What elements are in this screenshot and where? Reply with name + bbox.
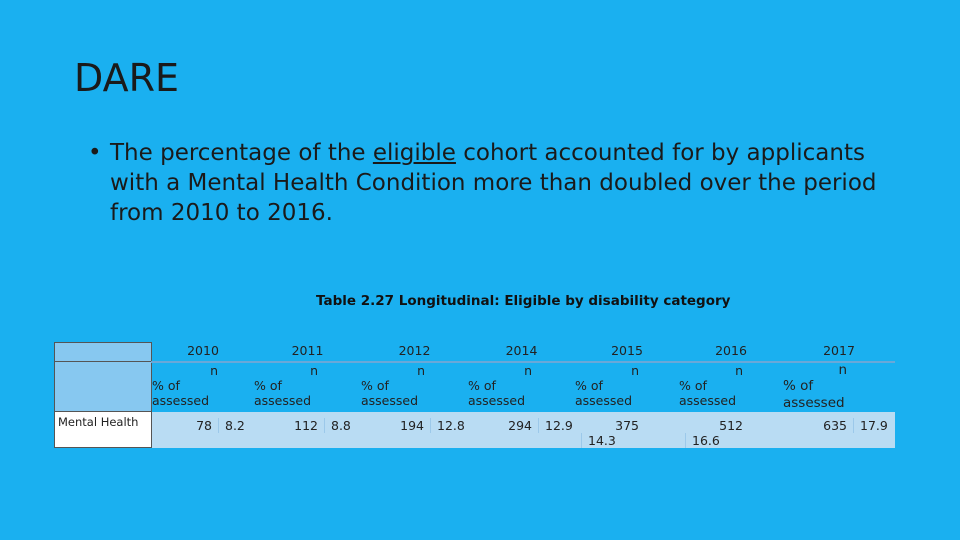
- bullet-text: The percentage of the eligible cohort ac…: [110, 140, 877, 226]
- pct-label: % of assessed: [783, 377, 845, 411]
- cell-2010: 78 8.2: [151, 411, 254, 448]
- subheader-row: n % of assessed n % of assessed n % of a…: [54, 361, 896, 412]
- year-header-2011: 2011: [254, 342, 361, 363]
- year-header-2010: 2010: [151, 342, 254, 363]
- year-header-2016: 2016: [679, 342, 783, 363]
- n-value: 635: [823, 417, 847, 433]
- pct-label: % of assessed: [468, 377, 526, 408]
- subheader-2016: n % of assessed: [679, 362, 783, 412]
- table-row: Mental Health 78 8.2 112 8.8 194 12.8 294 12…: [54, 411, 895, 448]
- subheader-corner-cell: [54, 361, 152, 412]
- pct-label: % of assessed: [679, 377, 737, 408]
- header-corner-cell: [54, 342, 152, 362]
- cell-2012: 194 12.8: [361, 411, 468, 448]
- pct-value: 12.9: [538, 417, 573, 433]
- pct-value: 14.3: [581, 432, 616, 448]
- n-value: 78: [196, 417, 212, 433]
- subheader-2010: n % of assessed: [152, 362, 255, 412]
- cell-2017: 635 17.9: [783, 411, 895, 448]
- subheader-2011: n % of assessed: [254, 362, 361, 412]
- cell-2014: 294 12.9: [468, 411, 575, 448]
- n-value: 512: [719, 417, 743, 433]
- underlined-word: eligible: [372, 140, 456, 166]
- pct-value: 12.8: [430, 417, 465, 433]
- bullet-dot-icon: •: [88, 140, 102, 166]
- cell-2016: 51216.6: [679, 411, 783, 448]
- row-label-mental-health: Mental Health: [54, 411, 152, 448]
- n-label: n: [210, 362, 218, 378]
- year-header-row: 2010 2011 2012 2014 2015 2016 2017: [54, 342, 895, 363]
- subheader-2015: n % of assessed: [575, 362, 679, 412]
- subheader-2014: n % of assessed: [468, 362, 575, 412]
- subheader-2012: n % of assessed: [361, 362, 468, 412]
- year-header-2015: 2015: [575, 342, 679, 363]
- slide-title: DARE: [74, 56, 180, 100]
- pct-value: 8.8: [324, 417, 351, 433]
- eligibility-table: 2010 2011 2012 2014 2015 2016 2017 n % o…: [54, 342, 895, 448]
- pct-label: % of assessed: [361, 377, 419, 408]
- n-value: 194: [400, 417, 424, 433]
- pct-label: % of assessed: [152, 377, 210, 408]
- pct-label: % of assessed: [575, 377, 633, 408]
- n-label: n: [417, 362, 425, 378]
- year-header-2012: 2012: [361, 342, 468, 363]
- n-label: n: [735, 362, 743, 378]
- cell-2011: 112 8.8: [254, 411, 361, 448]
- n-label: n: [838, 361, 847, 378]
- pct-label: % of assessed: [254, 377, 312, 408]
- bullet-point: • The percentage of the eligible cohort …: [88, 138, 888, 228]
- year-header-2017: 2017: [783, 342, 895, 363]
- n-value: 112: [294, 417, 318, 433]
- n-label: n: [310, 362, 318, 378]
- n-value: 375: [615, 417, 639, 433]
- pct-value: 8.2: [218, 417, 245, 433]
- year-header-2014: 2014: [468, 342, 575, 363]
- subheader-2017: n % of assessed: [783, 362, 895, 412]
- n-label: n: [631, 362, 639, 378]
- n-label: n: [524, 362, 532, 378]
- n-value: 294: [508, 417, 532, 433]
- cell-2015: 37514.3: [575, 411, 679, 448]
- pct-value: 17.9: [853, 417, 888, 433]
- table-caption: Table 2.27 Longitudinal: Eligible by dis…: [316, 293, 731, 309]
- pct-value: 16.6: [685, 432, 720, 448]
